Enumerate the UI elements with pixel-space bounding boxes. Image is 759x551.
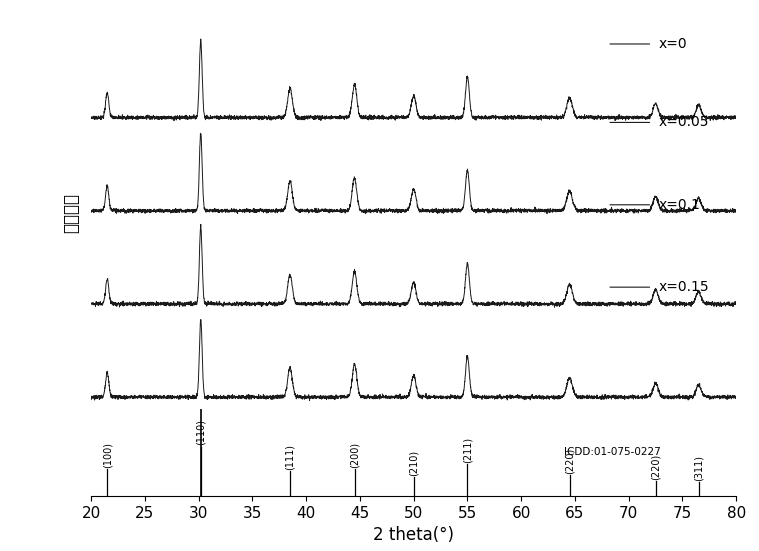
Text: (211): (211) (462, 436, 472, 463)
Text: (110): (110) (196, 419, 206, 445)
Text: (220): (220) (650, 453, 660, 480)
Text: x=0.05: x=0.05 (659, 115, 710, 129)
Text: (200): (200) (349, 441, 360, 468)
X-axis label: 2 theta(°): 2 theta(°) (373, 526, 454, 544)
Text: x=0.1: x=0.1 (659, 198, 701, 212)
Text: x=0: x=0 (659, 37, 688, 51)
Text: (100): (100) (102, 441, 112, 468)
Text: ICDD:01-075-0227: ICDD:01-075-0227 (564, 447, 661, 457)
Text: (111): (111) (285, 444, 295, 470)
Text: (210): (210) (408, 450, 419, 476)
Text: (220): (220) (565, 448, 575, 474)
Y-axis label: 相对强度: 相对强度 (62, 193, 80, 233)
Text: (311): (311) (694, 455, 704, 481)
Text: x=0.15: x=0.15 (659, 280, 710, 294)
